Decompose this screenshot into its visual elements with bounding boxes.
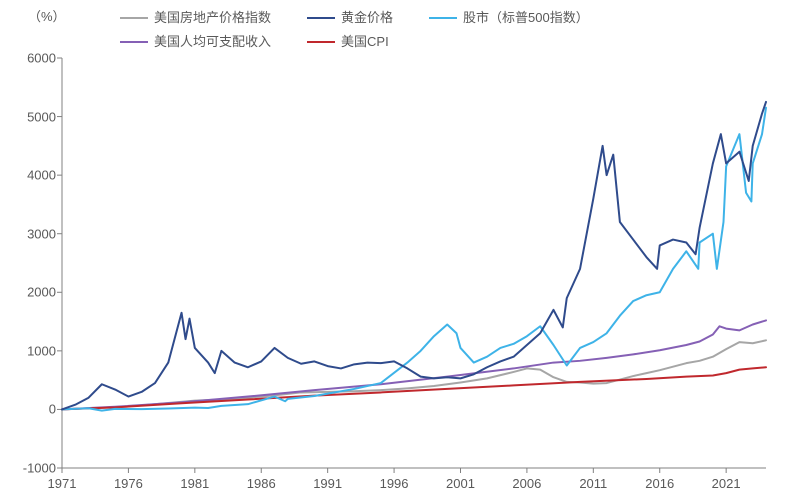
series-gold [62, 102, 766, 410]
plot-area [0, 0, 786, 500]
line-chart: （%） 美国房地产价格指数黄金价格股市（标普500指数） 美国人均可支配收入美国… [0, 0, 786, 500]
